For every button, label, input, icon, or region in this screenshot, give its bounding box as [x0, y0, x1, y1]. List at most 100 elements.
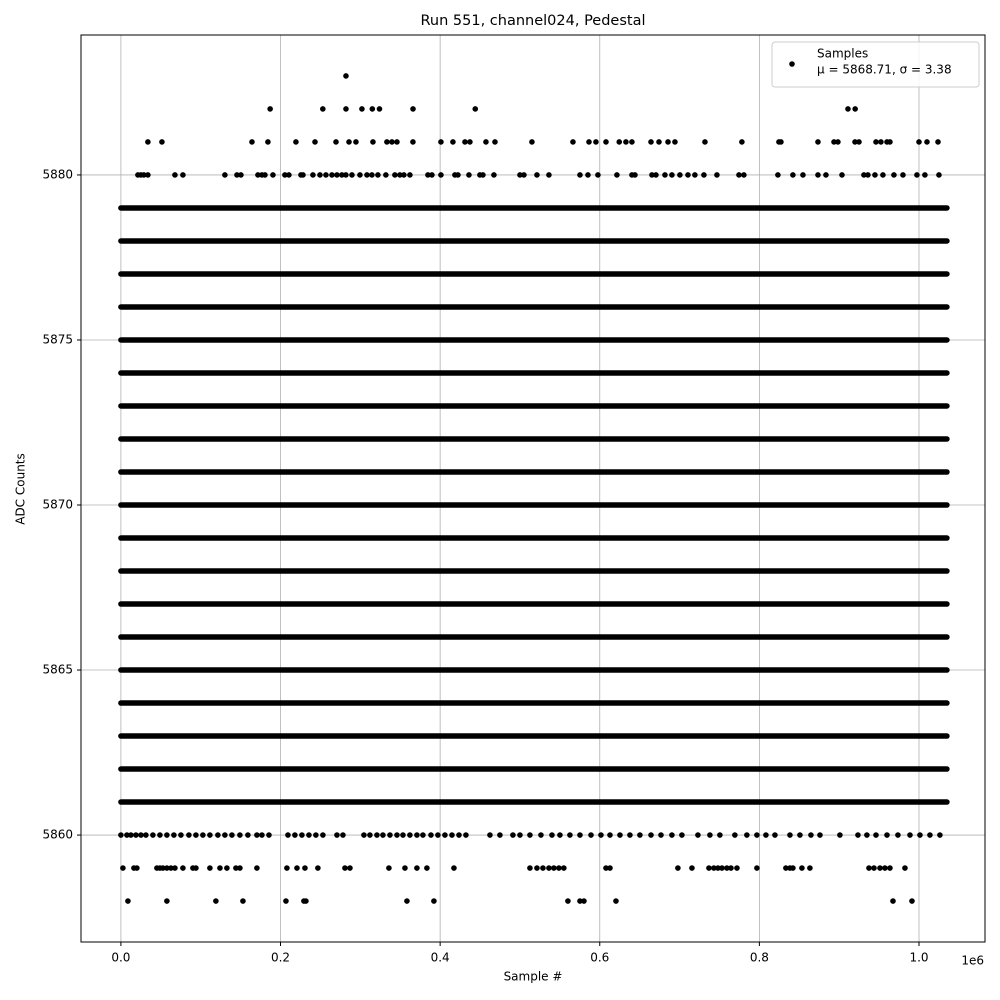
sample-point — [463, 832, 469, 838]
sample-point — [808, 832, 814, 838]
sample-point — [487, 832, 493, 838]
sample-point — [400, 832, 406, 838]
sample-point — [665, 139, 671, 145]
sample-point — [343, 172, 349, 178]
sample-point — [333, 139, 339, 145]
sample-point — [349, 172, 355, 178]
sample-point — [376, 106, 383, 112]
sample-point — [133, 832, 139, 838]
sample-point — [679, 832, 685, 838]
sample-point — [438, 139, 444, 145]
chart-title: Run 551, channel024, Pedestal — [420, 13, 645, 29]
x-tick-label: 1.0 — [909, 951, 928, 965]
sample-point — [728, 865, 734, 871]
sample-point — [736, 172, 742, 178]
sample-point — [852, 139, 858, 145]
sample-point — [217, 865, 223, 871]
sample-point — [732, 832, 738, 838]
sample-point — [438, 172, 444, 178]
sample-point — [186, 832, 192, 838]
sample-point — [715, 865, 721, 871]
sample-point — [800, 172, 806, 178]
sample-point — [902, 865, 908, 871]
sample-point — [282, 172, 288, 178]
sample-point — [124, 832, 130, 838]
sample-point — [215, 832, 221, 838]
sample-point — [200, 832, 206, 838]
sample-point — [649, 172, 655, 178]
sample-point — [922, 172, 928, 178]
sample-point — [222, 172, 228, 178]
sample-point — [884, 832, 890, 838]
sample-point — [141, 172, 147, 178]
sample-point — [577, 898, 583, 904]
sample-point — [389, 139, 395, 145]
y-tick-label: 5865 — [42, 663, 73, 677]
sample-point — [797, 832, 803, 838]
sample-point — [577, 172, 583, 178]
sample-point — [259, 832, 265, 838]
sample-point — [799, 865, 805, 871]
sample-point — [267, 106, 273, 112]
sample-point — [300, 172, 306, 178]
sample-point — [374, 832, 380, 838]
legend-label: Samples — [817, 47, 868, 61]
sample-point — [410, 106, 416, 112]
sample-point — [872, 172, 878, 178]
sample-point — [249, 139, 255, 145]
sample-point — [303, 898, 309, 904]
sample-point — [927, 832, 933, 838]
sample-point — [380, 832, 386, 838]
sample-point — [466, 172, 472, 178]
sample-point — [772, 832, 778, 838]
sample-point — [871, 865, 877, 871]
sample-point — [334, 172, 340, 178]
legend-marker — [789, 61, 795, 67]
sample-point — [213, 898, 219, 904]
sample-point — [815, 139, 821, 145]
sample-point — [617, 832, 623, 838]
sample-point — [807, 865, 813, 871]
sample-point — [193, 865, 199, 871]
sample-point — [754, 865, 760, 871]
sample-point — [567, 832, 573, 838]
sample-point — [529, 139, 535, 145]
sample-point — [658, 832, 664, 838]
sample-point — [410, 139, 416, 145]
x-offset-label: 1e6 — [961, 954, 984, 968]
sample-point — [744, 832, 750, 838]
sample-point — [120, 865, 126, 871]
sample-point — [292, 832, 298, 838]
sample-point — [118, 832, 124, 838]
sample-point — [343, 73, 349, 79]
sample-point — [527, 865, 533, 871]
sample-point — [229, 832, 235, 838]
sample-point — [424, 865, 430, 871]
sample-point — [917, 832, 923, 838]
sample-point — [701, 172, 707, 178]
sample-point — [145, 139, 151, 145]
sample-point — [428, 832, 434, 838]
sample-point — [164, 832, 170, 838]
sample-point — [648, 832, 654, 838]
sample-point — [492, 139, 498, 145]
sample-point — [607, 832, 613, 838]
sample-point — [775, 172, 781, 178]
sample-point — [873, 139, 879, 145]
sample-point — [240, 898, 246, 904]
sample-point — [456, 832, 462, 838]
sample-point — [483, 139, 489, 145]
sample-point — [435, 832, 441, 838]
sample-point — [695, 832, 701, 838]
sample-point — [491, 172, 497, 178]
sample-point — [138, 832, 144, 838]
sample-point — [557, 832, 563, 838]
y-axis-label: ADC Counts — [14, 453, 28, 525]
sample-point — [462, 139, 468, 145]
sample-point — [178, 832, 184, 838]
sample-point — [648, 139, 654, 145]
sample-point — [451, 865, 457, 871]
sample-point — [233, 865, 239, 871]
